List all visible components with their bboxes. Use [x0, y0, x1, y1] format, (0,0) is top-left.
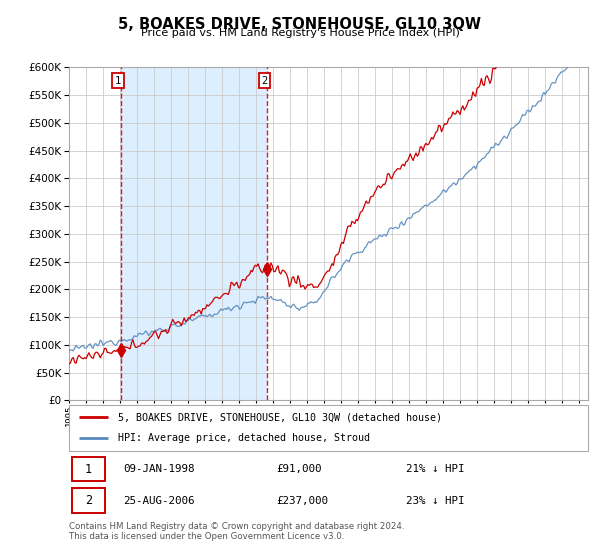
Text: 25-AUG-2006: 25-AUG-2006 — [124, 496, 195, 506]
Text: £237,000: £237,000 — [277, 496, 329, 506]
Text: 09-JAN-1998: 09-JAN-1998 — [124, 464, 195, 474]
Text: 1: 1 — [115, 76, 121, 86]
Text: Contains HM Land Registry data © Crown copyright and database right 2024.
This d: Contains HM Land Registry data © Crown c… — [69, 522, 404, 542]
Bar — [121, 67, 267, 400]
FancyBboxPatch shape — [71, 488, 106, 513]
Text: £91,000: £91,000 — [277, 464, 322, 474]
Text: HPI: Average price, detached house, Stroud: HPI: Average price, detached house, Stro… — [118, 433, 370, 444]
Text: Price paid vs. HM Land Registry's House Price Index (HPI): Price paid vs. HM Land Registry's House … — [140, 28, 460, 38]
FancyBboxPatch shape — [69, 405, 588, 451]
Text: 5, BOAKES DRIVE, STONEHOUSE, GL10 3QW: 5, BOAKES DRIVE, STONEHOUSE, GL10 3QW — [119, 17, 482, 32]
FancyBboxPatch shape — [71, 457, 106, 481]
Text: 21% ↓ HPI: 21% ↓ HPI — [406, 464, 465, 474]
Text: 5, BOAKES DRIVE, STONEHOUSE, GL10 3QW (detached house): 5, BOAKES DRIVE, STONEHOUSE, GL10 3QW (d… — [118, 412, 442, 422]
Text: 23% ↓ HPI: 23% ↓ HPI — [406, 496, 465, 506]
Text: 1: 1 — [85, 463, 92, 475]
Text: 2: 2 — [85, 494, 92, 507]
Text: 2: 2 — [262, 76, 268, 86]
